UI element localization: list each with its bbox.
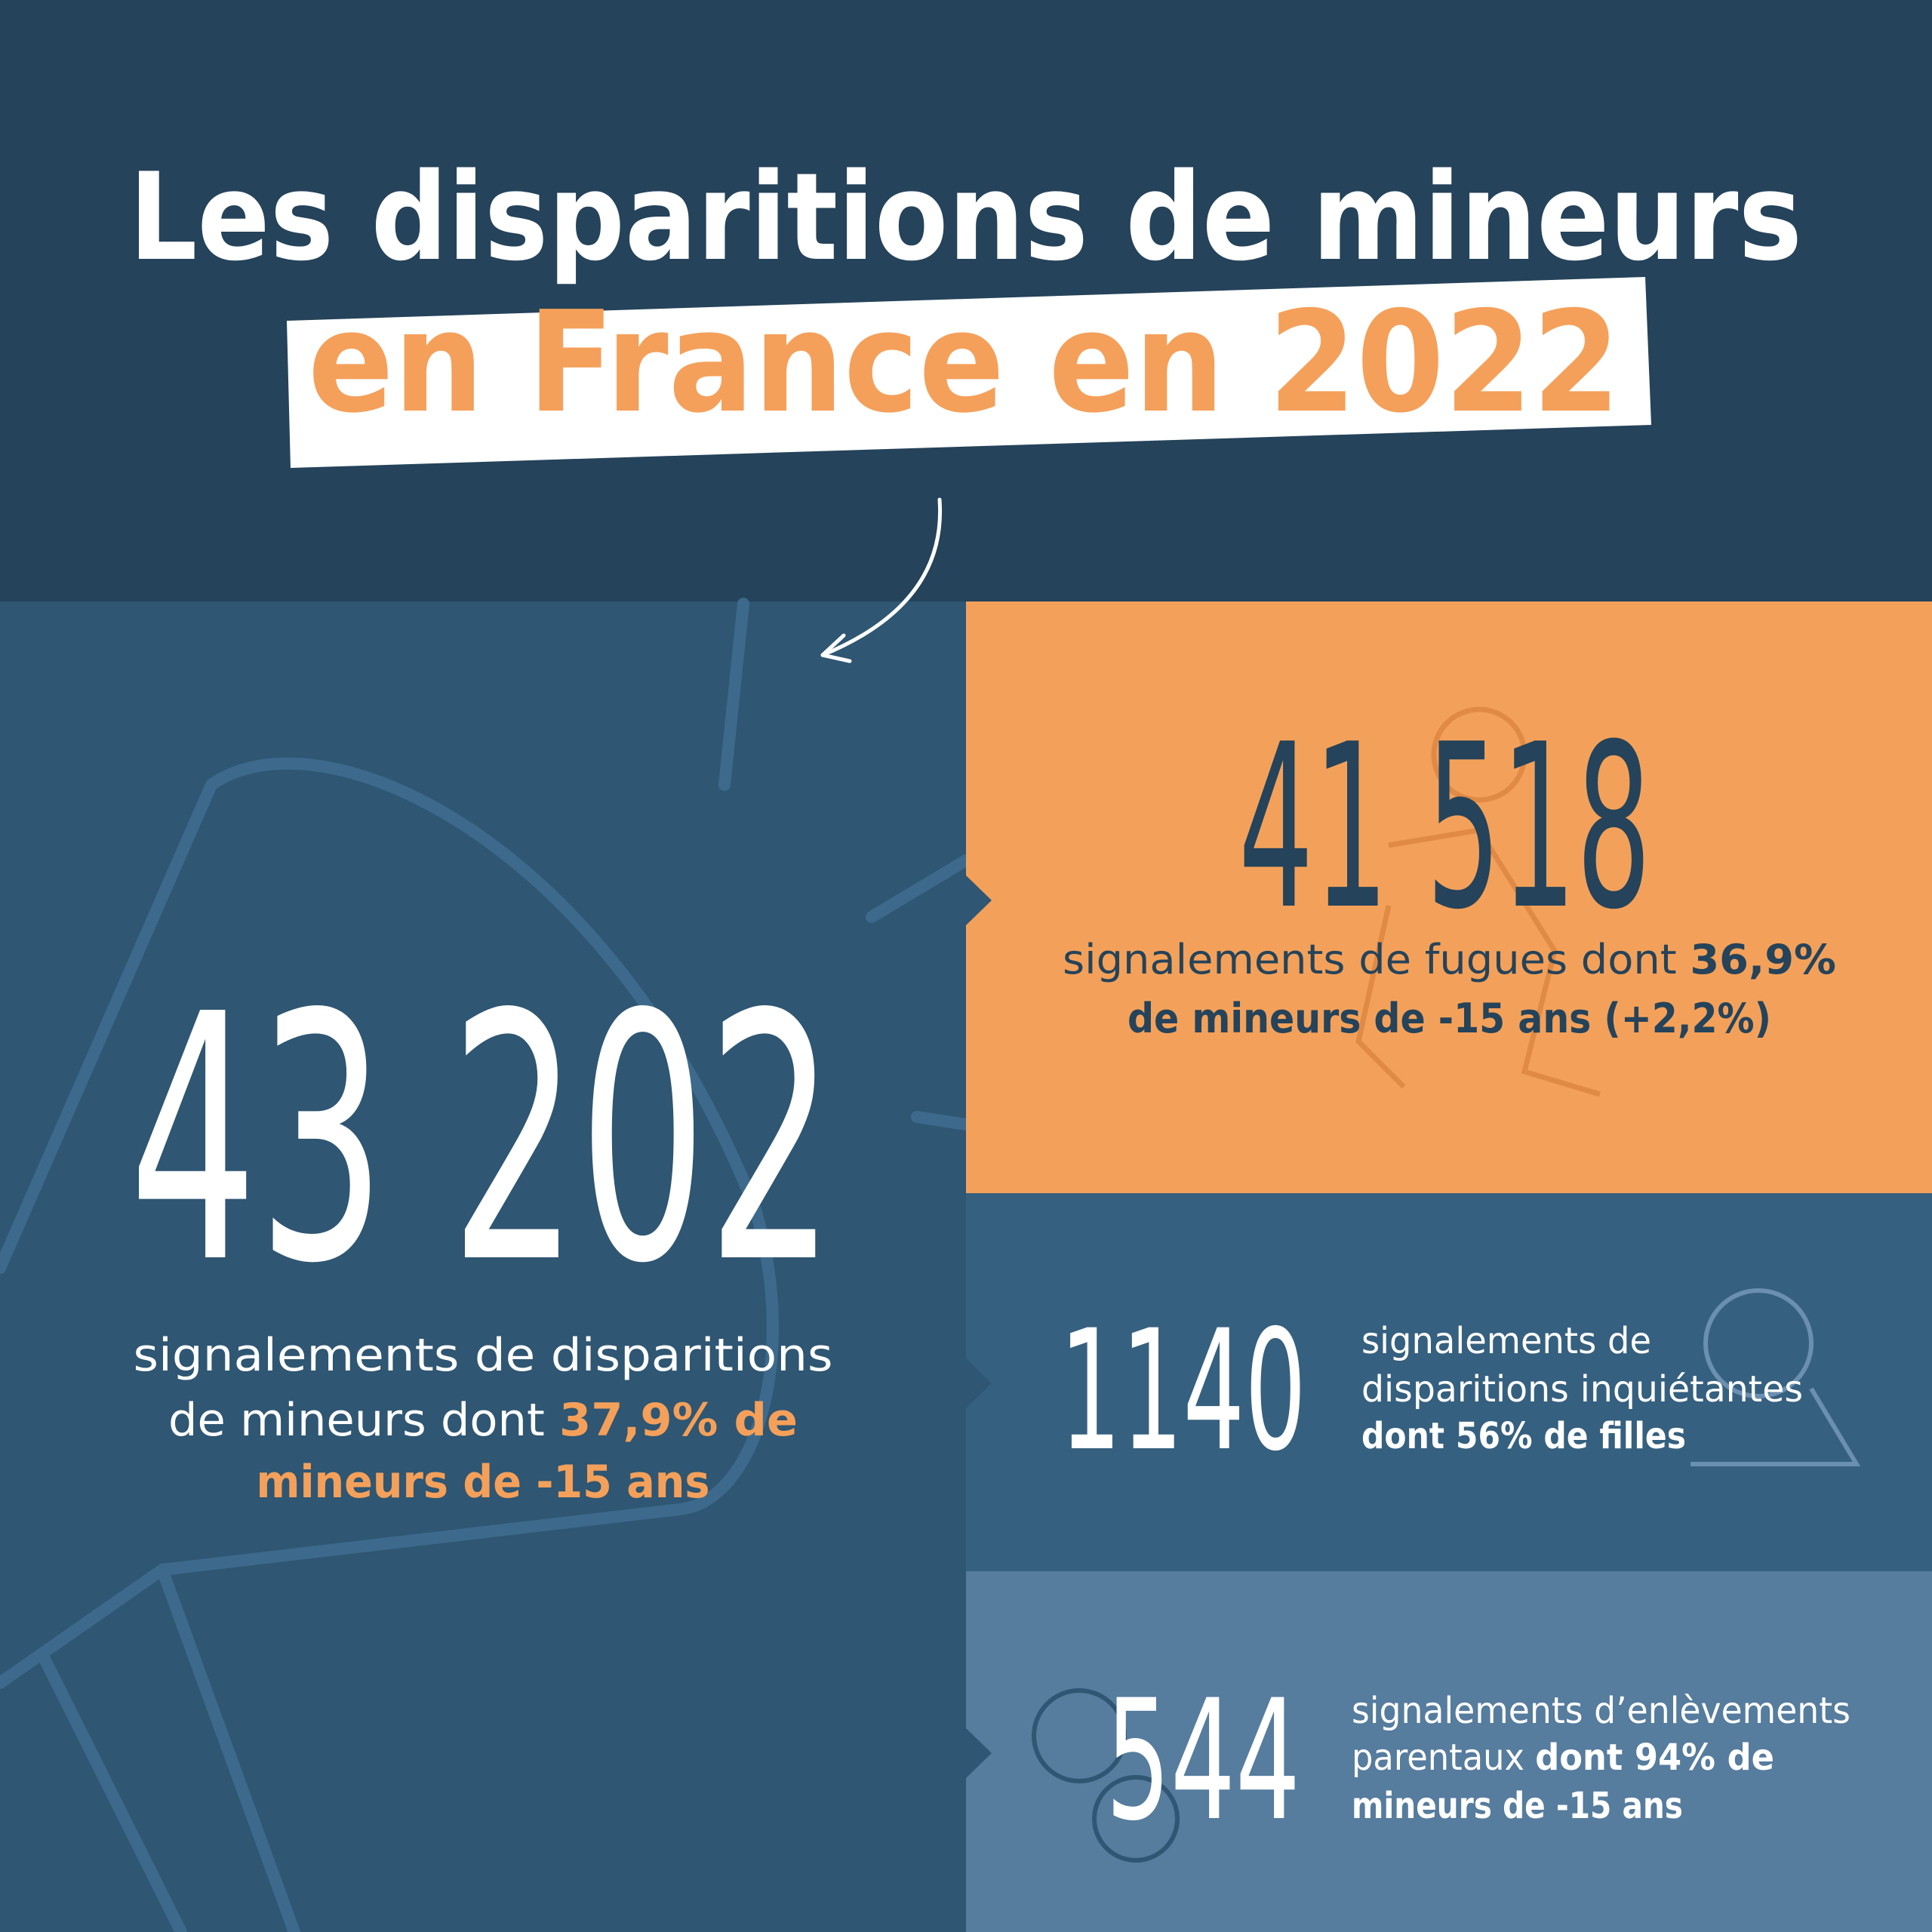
arrow [820,497,943,663]
enlevements-panel [966,1571,1932,1932]
main-number: 43 202 [129,943,835,1338]
enlevements-number: 544 [1106,1664,1300,1857]
inquietantes-text: signalements de [1361,1320,1651,1362]
enlevements-text: signalements d’enlèvements [1352,1690,1850,1732]
main-text: de mineurs dont [168,1394,559,1447]
inquietantes-text: disparitions inquiétantes [1361,1368,1803,1411]
main-highlight: 37,9% de [559,1394,798,1447]
megaphone-illustration [0,598,972,1932]
runner-icon [1355,706,1601,1097]
main-text: de mineurs dont 37,9% de [168,1394,798,1447]
thinking-icon [1690,1288,1861,1466]
main-text: signalements de disparitions [134,1329,833,1382]
fugues-panel [966,601,1932,1193]
notch [966,1358,992,1408]
enlevements-bold: mineurs de -15 ans [1352,1785,1683,1827]
title: Les disparitions de mineurs [129,146,1802,288]
fugues-text: signalements de fugues dont [1063,936,1690,983]
title-highlight-box [287,277,1651,468]
fugues-bold: 36,9% [1690,936,1836,983]
enlevements-bold: dont 94% de [1535,1737,1774,1779]
fugues-bold: de mineurs de -15 ans (+2,2%) [1128,995,1771,1042]
fugues-text: signalements de fugues dont 36,9% [1063,936,1836,983]
enlevements-text: parentaux dont 94% de [1352,1737,1774,1779]
notch [966,875,992,925]
inquietantes-panel [966,1193,1932,1571]
enlevements-text: parentaux [1352,1737,1535,1779]
title-highlight: en France en 2022 [308,281,1620,444]
faces-icon [1032,1688,1180,1863]
inquietantes-number: 1140 [1060,1294,1306,1487]
main-highlight: mineurs de -15 ans [257,1456,710,1509]
left-panel [0,601,966,1932]
fugues-number: 41 518 [1238,696,1651,959]
inquietantes-bold: dont 56% de filles [1361,1415,1686,1457]
notch [966,1728,992,1778]
